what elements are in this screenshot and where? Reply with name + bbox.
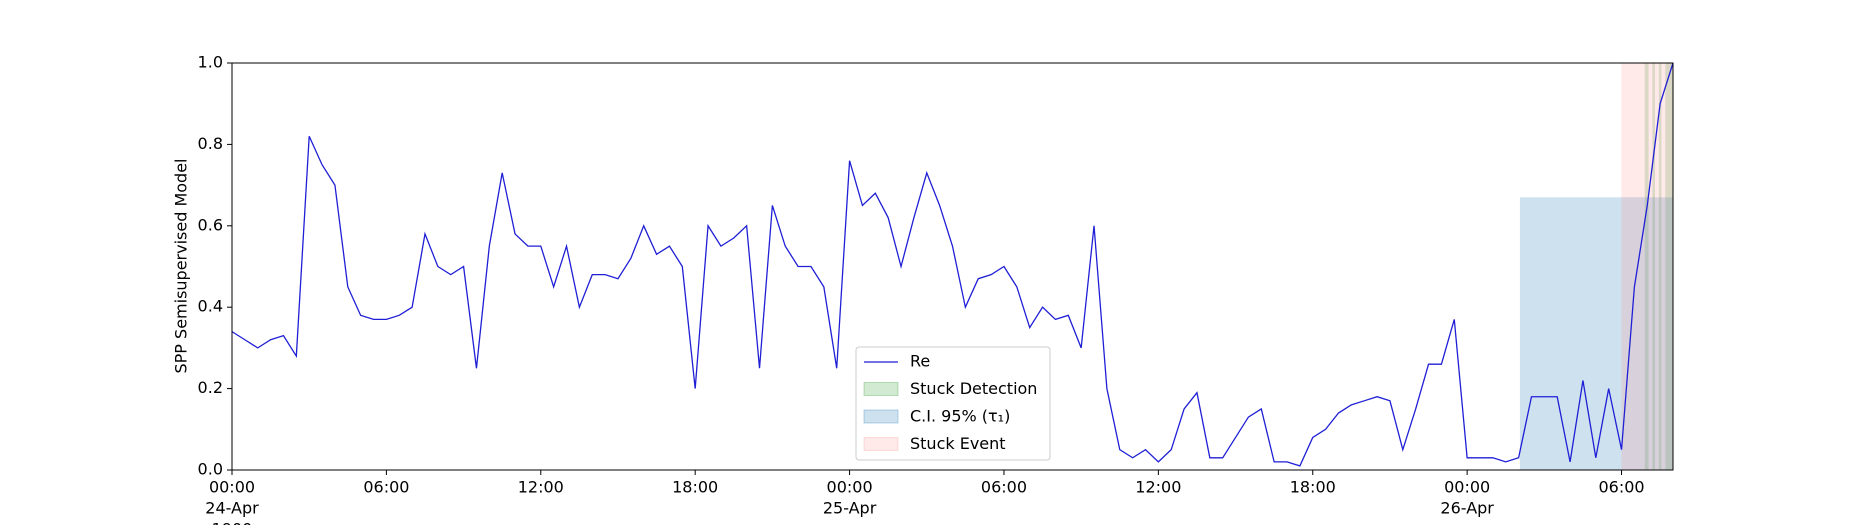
x-tick-label: 18:00 xyxy=(672,478,718,497)
legend-patch xyxy=(863,382,899,396)
legend-box xyxy=(855,346,1051,461)
legend-label: Stuck Detection xyxy=(910,379,1037,398)
x-date-label: 24-Apr xyxy=(205,499,259,518)
legend-label: Stuck Event xyxy=(910,434,1006,453)
legend-label: C.I. 95% (τ₁) xyxy=(910,407,1010,426)
x-date-label: 25-Apr xyxy=(823,499,877,518)
y-tick-label: 0.4 xyxy=(198,297,223,316)
x-tick-label: 12:00 xyxy=(1135,478,1181,497)
y-tick-label: 0.0 xyxy=(198,460,223,479)
span xyxy=(1652,63,1655,470)
x-tick-label: 12:00 xyxy=(518,478,564,497)
y-tick-label: 0.8 xyxy=(198,134,223,153)
legend-patch xyxy=(863,437,899,451)
x-year-label: 1900 xyxy=(212,520,253,525)
y-tick-label: 1.0 xyxy=(198,53,223,72)
x-tick-label: 00:00 xyxy=(209,478,255,497)
span xyxy=(1644,63,1649,470)
span xyxy=(1665,63,1673,470)
plot-frame xyxy=(231,62,1674,471)
x-tick-label: 00:00 xyxy=(827,478,873,497)
x-tick-label: 06:00 xyxy=(1598,478,1644,497)
x-tick-label: 00:00 xyxy=(1444,478,1490,497)
y-axis-label: SPP Semisupervised Model xyxy=(172,159,191,374)
x-tick-label: 18:00 xyxy=(1290,478,1336,497)
y-tick-label: 0.2 xyxy=(198,378,223,397)
span xyxy=(1519,197,1673,470)
x-tick-label: 06:00 xyxy=(981,478,1027,497)
legend-label: Re xyxy=(910,352,930,371)
y-tick-label: 0.6 xyxy=(198,215,223,234)
line xyxy=(231,62,1674,467)
x-tick-label: 06:00 xyxy=(363,478,409,497)
legend-patch xyxy=(863,409,899,424)
span xyxy=(1658,63,1662,470)
span xyxy=(1621,63,1673,470)
x-date-label: 26-Apr xyxy=(1440,499,1494,518)
